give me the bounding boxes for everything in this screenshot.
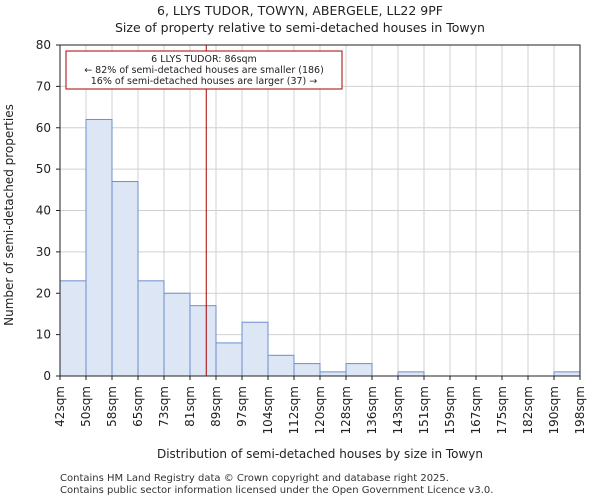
annotation-line-1: 6 LLYS TUDOR: 86sqm	[151, 54, 257, 65]
footer-line-2: Contains public sector information licen…	[60, 485, 494, 496]
histogram-bar	[293, 363, 321, 377]
x-tick-label: 182sqm	[521, 386, 535, 434]
histogram-chart: 0 10 20 30 40 50 60 70 80 42sqm 50sqm 58sqm 65sqm 73s…	[2, 38, 587, 461]
footer-line-1: Contains HM Land Registry data © Crown c…	[60, 473, 449, 484]
annotation-line-3: 16% of semi-detached houses are larger (…	[91, 76, 318, 87]
histogram-bar	[241, 321, 269, 377]
histogram-bar	[397, 371, 425, 377]
x-tick-label: 120sqm	[313, 386, 327, 434]
x-tick-label: 42sqm	[53, 386, 67, 427]
x-tick-label: 128sqm	[339, 386, 353, 434]
x-tick-label: 58sqm	[105, 386, 119, 427]
y-tick-label: 30	[36, 245, 51, 259]
histogram-bar	[137, 280, 165, 377]
x-tick-label: 97sqm	[235, 386, 249, 427]
y-tick-label: 70	[36, 79, 51, 93]
y-tick-label: 80	[36, 38, 51, 52]
x-tick-label: 167sqm	[469, 386, 483, 434]
histogram-bar	[163, 292, 191, 377]
y-tick-label: 50	[36, 162, 51, 176]
x-tick-label: 81sqm	[183, 386, 197, 427]
histogram-bar	[319, 371, 347, 377]
histogram-bar	[553, 371, 581, 377]
histogram-bar	[267, 354, 295, 377]
x-tick-label: 89sqm	[209, 386, 223, 427]
x-axis-label: Distribution of semi-detached houses by …	[157, 447, 483, 461]
x-tick-label: 50sqm	[79, 386, 93, 427]
chart-subtitle: Size of property relative to semi-detach…	[115, 20, 485, 35]
x-tick-label: 151sqm	[417, 386, 431, 434]
annotation-line-2: ← 82% of semi-detached houses are smalle…	[84, 65, 324, 76]
histogram-bar	[215, 342, 243, 377]
histogram-bar	[85, 118, 113, 377]
y-tick-label: 40	[36, 204, 51, 218]
x-tick-label: 198sqm	[573, 386, 587, 434]
x-tick-label: 136sqm	[365, 386, 379, 434]
chart-title: 6, LLYS TUDOR, TOWYN, ABERGELE, LL22 9PF	[157, 3, 443, 18]
x-tick-label: 65sqm	[131, 386, 145, 427]
histogram-bar	[189, 305, 217, 377]
x-tick-label: 104sqm	[261, 386, 275, 434]
bars-layer	[59, 118, 581, 377]
y-tick-label: 60	[36, 121, 51, 135]
histogram-bar	[345, 363, 373, 377]
ticks-layer: 0 10 20 30 40 50 60 70 80 42sqm 50sqm 58sqm 65sqm 73s…	[36, 38, 587, 434]
annotation-box: 6 LLYS TUDOR: 86sqm ← 82% of semi-detach…	[65, 50, 343, 90]
y-axis-label: Number of semi-detached properties	[2, 104, 16, 326]
y-tick-label: 20	[36, 286, 51, 300]
histogram-bar	[111, 181, 139, 377]
x-tick-label: 143sqm	[391, 386, 405, 434]
y-tick-label: 10	[36, 328, 51, 342]
x-tick-label: 73sqm	[157, 386, 171, 427]
x-tick-label: 175sqm	[495, 386, 509, 434]
y-tick-label: 0	[43, 369, 51, 383]
x-tick-label: 190sqm	[547, 386, 561, 434]
x-tick-label: 112sqm	[287, 386, 301, 434]
x-tick-label: 159sqm	[443, 386, 457, 434]
histogram-bar	[59, 280, 87, 377]
